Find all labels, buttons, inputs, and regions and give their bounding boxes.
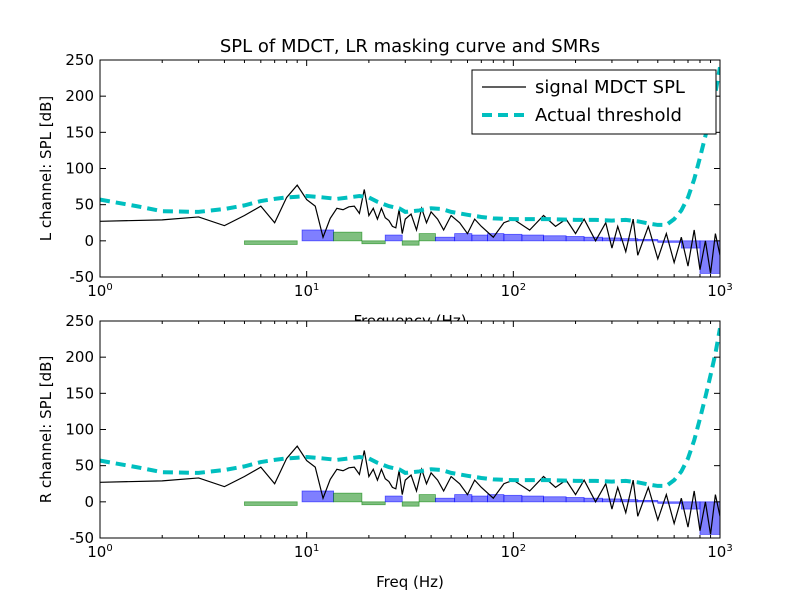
bottom-smr-bar-5	[401, 501, 420, 507]
top-series-threshold-line	[100, 66, 720, 227]
bottom-xtick-label-0: 100	[87, 543, 112, 561]
top-xtick-label-2: 102	[501, 282, 526, 300]
top-smr-bar-3	[361, 240, 386, 245]
bottom-smr-bar-4	[384, 495, 403, 503]
top-ytick-label-0: -50	[70, 268, 95, 286]
top-smr-bar-6	[418, 233, 436, 242]
top-smr-bar-0	[244, 240, 298, 245]
bottom-ytick-label-3: 100	[65, 421, 94, 439]
top-smr-bar-13	[543, 235, 567, 242]
top-xtick-label-1: 101	[294, 282, 319, 300]
bottom-smr-bar-14	[565, 497, 585, 503]
bottom-xtick-label-1: 101	[294, 543, 319, 561]
bottom-panel: -50 0 50 100 150 200 250 100 101 102 103 R channel:…	[37, 312, 733, 591]
bottom-smr-bar-11	[503, 494, 523, 503]
bottom-ytick-label-2: 50	[75, 457, 94, 475]
top-series-signal-spl-line	[100, 184, 720, 274]
bottom-smr-bar-8	[454, 494, 473, 503]
bottom-smr-bar-6	[418, 494, 436, 503]
legend-signal-label: signal MDCT SPL	[535, 77, 685, 98]
bottom-ytick-label-5: 200	[65, 348, 94, 366]
top-xtick-label-0: 100	[87, 282, 112, 300]
bottom-series-signal-spl-line	[100, 445, 720, 535]
top-smr-bar-2	[333, 231, 363, 242]
bottom-smr-bar-18	[637, 499, 659, 503]
top-ytick-label-2: 50	[75, 196, 94, 214]
panels: -50 0 50 100 150 200 250 100 101 102 103 L channel:…	[37, 51, 733, 591]
top-smr-bar-1	[301, 229, 335, 242]
bottom-smr-bar-0	[244, 501, 298, 506]
bottom-smr-bar-7	[435, 497, 456, 503]
top-ytick-label-6: 250	[65, 51, 94, 69]
legend-box	[471, 69, 717, 135]
bottom-xtick-label-2: 102	[501, 543, 526, 561]
bottom-smr-bar-13	[543, 496, 567, 503]
bottom-smr-bar-16	[602, 498, 621, 503]
bottom-series-threshold-line	[100, 327, 720, 488]
bottom-ytick-label-1: 0	[84, 493, 94, 511]
top-smr-bar-16	[602, 237, 621, 242]
figure-title: SPL of MDCT, LR masking curve and SMRs	[220, 36, 600, 57]
top-smr-bar-8	[454, 233, 473, 242]
top-smr-bar-5	[401, 240, 420, 246]
bottom-smr-bar-3	[361, 501, 386, 506]
top-xtick-label-3: 103	[707, 282, 732, 300]
bottom-xlabel: Freq (Hz)	[376, 573, 444, 591]
top-smr-bar-7	[435, 236, 456, 242]
bottom-smr-bars	[244, 490, 720, 535]
bottom-xtick-label-3: 103	[707, 543, 732, 561]
bottom-smr-bar-2	[333, 492, 363, 503]
bottom-ytick-label-0: -50	[70, 529, 95, 547]
top-smr-bar-18	[637, 238, 659, 242]
bottom-smr-bar-1	[301, 490, 335, 503]
legend-threshold-label: Actual threshold	[535, 105, 682, 126]
bottom-smr-bar-12	[521, 495, 544, 503]
bottom-ytick-label-4: 150	[65, 384, 94, 402]
bottom-ylabel: R channel: SPL [dB]	[37, 356, 55, 504]
top-ytick-label-5: 200	[65, 87, 94, 105]
top-smr-bar-4	[384, 234, 403, 242]
top-ylabel: L channel: SPL [dB]	[37, 96, 55, 242]
bottom-smr-bar-19	[657, 501, 682, 504]
top-smr-bar-11	[503, 233, 523, 242]
top-ytick-label-4: 150	[65, 123, 94, 141]
bottom-ytick-label-6: 250	[65, 312, 94, 330]
top-smr-bars	[244, 229, 720, 274]
top-ytick-label-3: 100	[65, 160, 94, 178]
top-smr-bar-19	[657, 240, 682, 243]
top-ytick-label-1: 0	[84, 232, 94, 250]
top-smr-bar-9	[471, 234, 488, 242]
bottom-smr-bar-9	[471, 495, 488, 503]
legend: signal MDCT SPL Actual threshold	[471, 69, 717, 135]
top-smr-bar-12	[521, 234, 544, 242]
top-smr-bar-14	[565, 236, 585, 242]
